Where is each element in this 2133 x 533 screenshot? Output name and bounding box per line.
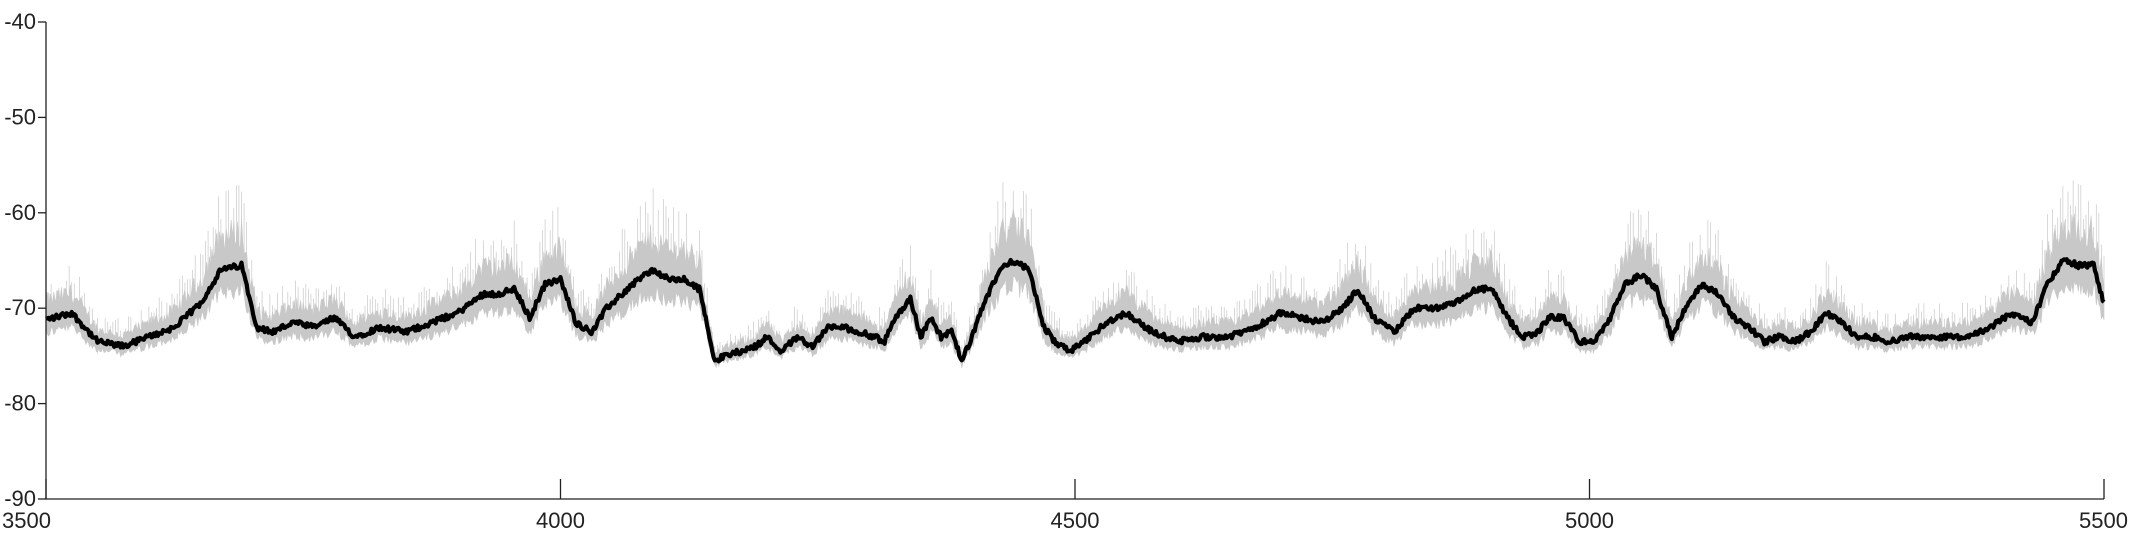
y-tick-label: -70 (4, 295, 36, 320)
y-tick-label: -90 (4, 486, 36, 511)
x-tick-label: 3500 (2, 508, 51, 533)
x-tick-label: 4000 (536, 508, 585, 533)
y-tick-label: -50 (4, 104, 36, 129)
mean-series-line (45, 257, 2106, 364)
x-tick-label: 5000 (1565, 508, 1614, 533)
y-tick-label: -40 (4, 9, 36, 34)
x-tick-label: 4500 (1051, 508, 1100, 533)
y-tick-label: -60 (4, 200, 36, 225)
x-tick-label: 5500 (2079, 508, 2128, 533)
axis-layer: -90 -80 -70 -60 -50 -40 3500 4000 4500 5000 5500 (2, 9, 2128, 533)
y-tick-label: -80 (4, 391, 36, 416)
line-layer (45, 257, 2106, 364)
axes (45, 22, 2104, 500)
